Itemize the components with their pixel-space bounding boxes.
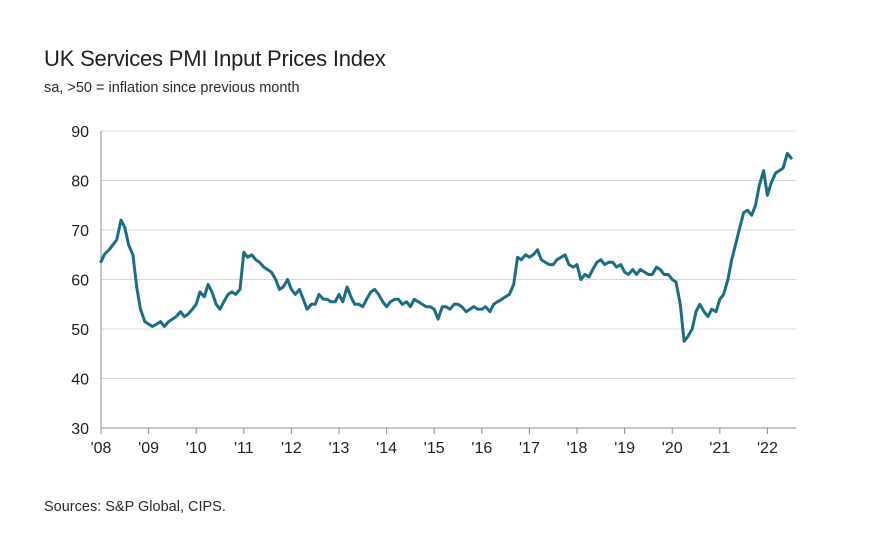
x-tick-label-'17: '17 bbox=[519, 440, 540, 457]
y-tick-label-50: 50 bbox=[71, 322, 89, 339]
y-tick-label-70: 70 bbox=[71, 223, 89, 240]
chart-subtitle: sa, >50 = inflation since previous month bbox=[44, 80, 300, 96]
x-tick-label-'18: '18 bbox=[567, 440, 588, 457]
x-tick-label-'20: '20 bbox=[662, 440, 683, 457]
y-tick-label-80: 80 bbox=[71, 174, 89, 191]
x-tick-label-'19: '19 bbox=[614, 440, 635, 457]
x-tick-label-'10: '10 bbox=[186, 440, 207, 457]
y-tick-label-40: 40 bbox=[71, 372, 89, 389]
chart-title: UK Services PMI Input Prices Index bbox=[44, 46, 386, 71]
y-tick-label-30: 30 bbox=[71, 421, 89, 438]
y-tick-label-60: 60 bbox=[71, 273, 89, 290]
y-tick-label-90: 90 bbox=[71, 124, 89, 141]
x-tick-label-'21: '21 bbox=[709, 440, 730, 457]
x-tick-label-'13: '13 bbox=[329, 440, 350, 457]
x-tick-label-'14: '14 bbox=[376, 440, 397, 457]
x-tick-label-'11: '11 bbox=[234, 440, 254, 457]
x-tick-label-'15: '15 bbox=[424, 440, 445, 457]
chart-source: Sources: S&P Global, CIPS. bbox=[44, 499, 226, 515]
x-tick-label-'08: '08 bbox=[91, 440, 112, 457]
x-tick-label-'12: '12 bbox=[281, 440, 302, 457]
x-tick-label-'16: '16 bbox=[471, 440, 492, 457]
series-line-0 bbox=[99, 151, 793, 343]
x-tick-label-'22: '22 bbox=[757, 440, 778, 457]
x-tick-label-'09: '09 bbox=[138, 440, 159, 457]
